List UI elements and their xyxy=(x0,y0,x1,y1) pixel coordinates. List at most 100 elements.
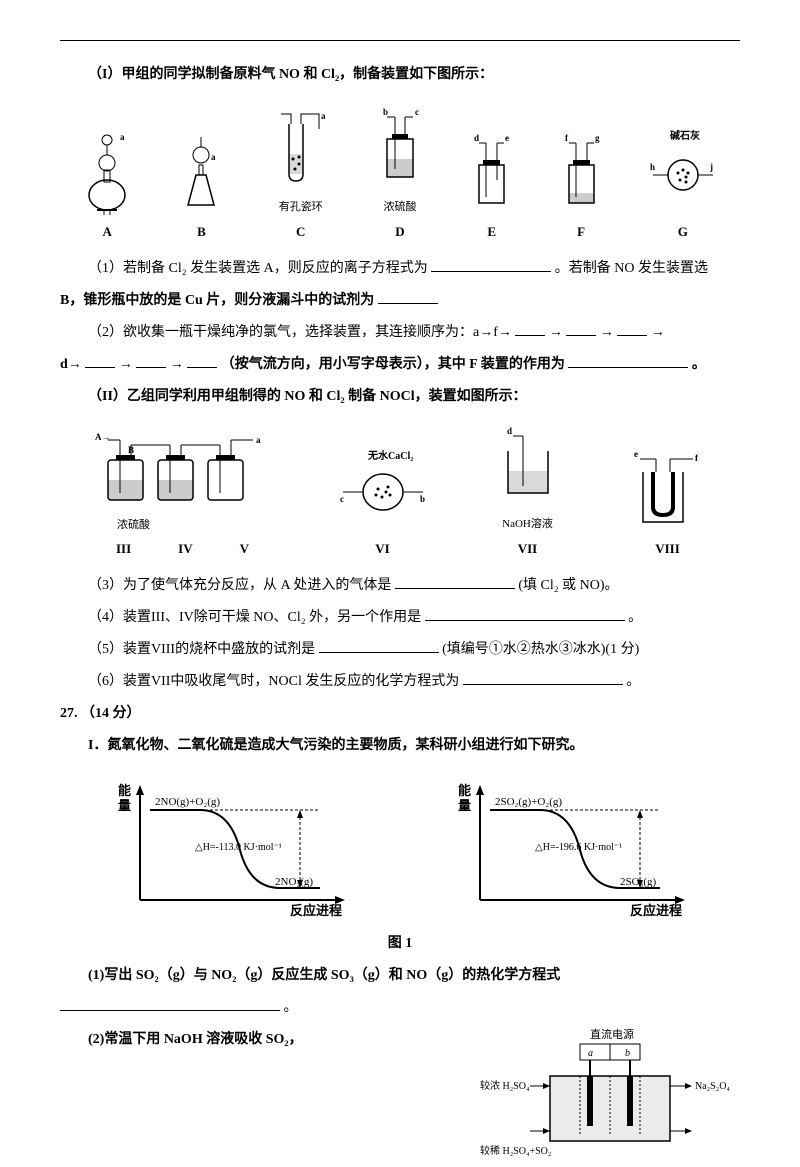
q2-end: 。 xyxy=(692,357,706,372)
svg-text:反应进程: 反应进程 xyxy=(290,903,342,918)
apparatus-D: b c 浓硫酸 D xyxy=(375,99,425,245)
flask-A-icon: a xyxy=(82,125,132,215)
svg-text:能: 能 xyxy=(118,783,131,798)
svg-text:f: f xyxy=(565,133,569,143)
svg-text:d: d xyxy=(507,426,512,436)
apparatus-VIII: e f VIII xyxy=(628,447,708,562)
q1-pre: （1）若制备 Cl₂ 发生装置选 A，则反应的离子方程式为 xyxy=(88,261,428,276)
q1-line2-text: B，锥形瓶中放的是 Cu 片，则分液漏斗中的试剂为 xyxy=(60,293,374,308)
label-G: G xyxy=(678,224,688,239)
svg-text:e: e xyxy=(505,133,509,143)
energy-charts: 能 量 反应进程 2NO(g)+O₂(g) 2NO₂(g) △H=-113.0 … xyxy=(60,770,740,920)
apparatus-C: a 有孔瓷环 C xyxy=(271,99,331,245)
svg-text:a: a xyxy=(211,152,216,162)
q2-mid-1: → xyxy=(549,325,563,340)
page-top-rule xyxy=(60,40,740,41)
label-E: E xyxy=(487,224,496,239)
svg-text:g: g xyxy=(595,133,600,143)
q1-line1: （1）若制备 Cl₂ 发生装置选 A，则反应的离子方程式为 。若制备 NO 发生… xyxy=(60,255,740,283)
q2-mid-4: → xyxy=(119,357,133,372)
section2-intro: （II）乙组同学利用甲组制得的 NO 和 Cl₂ 制备 NOCl，装置如图所示： xyxy=(60,383,740,411)
svg-text:a: a xyxy=(256,435,261,445)
svg-text:无水CaCl₂: 无水CaCl₂ xyxy=(367,449,413,462)
q27-sub1-post: 。 xyxy=(284,1000,298,1015)
bottles-345-icon: A→ B xyxy=(93,425,273,510)
q1-post: 。若制备 NO 发生装置选 xyxy=(555,261,708,276)
svg-text:b: b xyxy=(625,1048,630,1059)
apparatus-G: 碱石灰 h j G xyxy=(648,125,718,245)
chart1-dh: △H=-113.0 KJ·mol⁻¹ xyxy=(195,842,282,853)
q2-blank-2[interactable] xyxy=(566,321,596,336)
apparatus-group-345: A→ B xyxy=(93,425,273,562)
svg-text:量: 量 xyxy=(458,798,471,813)
q2-line2-post: （按气流方向，用小写字母表示），其中 F 装置的作用为 xyxy=(221,357,565,372)
svg-text:b: b xyxy=(420,494,425,504)
q2-blank-6[interactable] xyxy=(187,353,217,368)
label-D-note: 浓硫酸 xyxy=(383,201,416,213)
tube-C-icon: a xyxy=(271,99,331,189)
svg-text:j: j xyxy=(709,162,713,172)
label-IV: IV xyxy=(178,536,192,562)
label-V: V xyxy=(240,536,249,562)
svg-text:较浓 H₂SO₄: 较浓 H₂SO₄ xyxy=(480,1079,530,1092)
svg-text:f: f xyxy=(695,453,699,463)
q1-blank-2[interactable] xyxy=(378,289,438,304)
q2-mid-5: → xyxy=(170,357,184,372)
label-VIII: VIII xyxy=(655,541,680,556)
q27-sub1: (1)写出 SO₂（g）与 NO₂（g）反应生成 SO₃（g）和 NO（g）的热… xyxy=(60,962,740,990)
svg-text:a: a xyxy=(588,1048,593,1059)
utube-VIII-icon: e f xyxy=(628,447,708,532)
q3-blank[interactable] xyxy=(395,574,515,589)
q2-blank-4[interactable] xyxy=(85,353,115,368)
svg-text:a: a xyxy=(321,111,326,121)
bottle-F-icon: f g xyxy=(559,125,604,215)
beaker-VII-icon: d xyxy=(493,421,563,506)
electro-top: 直流电源 xyxy=(590,1027,634,1041)
label-F: F xyxy=(577,224,585,239)
q2-blank-7[interactable] xyxy=(568,353,688,368)
tube-VI-icon: 无水CaCl₂ c b xyxy=(338,447,428,532)
q6-pre: （6）装置VII中吸收尾气时，NOCl 发生反应的化学方程式为 xyxy=(88,674,459,689)
q2-pre: （2）欲收集一瓶干燥纯净的氯气，选择装置，其连接顺序为：a→f→ xyxy=(88,325,512,340)
electrolysis-icon: 直流电源 a b 较浓 H₂SO₄ Na₂S₂O₄ 较稀 H₂SO₄+SO₂ xyxy=(480,1026,740,1156)
q2-blank-3[interactable] xyxy=(617,321,647,336)
apparatus-F: f g F xyxy=(559,125,604,245)
q4-pre: （4）装置III、IV除可干燥 NO、Cl₂ 外，另一个作用是 xyxy=(88,610,421,625)
svg-text:Na₂S₂O₄: Na₂S₂O₄ xyxy=(695,1081,730,1092)
section1-intro: （I）甲组的同学拟制备原料气 NO 和 Cl₂，制备装置如下图所示： xyxy=(60,61,740,89)
q27-sub1-blank-line: 。 xyxy=(60,994,740,1022)
label-A: A xyxy=(102,224,111,239)
svg-text:h: h xyxy=(650,162,655,172)
q2-mid-2: → xyxy=(600,325,614,340)
q5-post: (填编号①水②热水③冰水)(1 分) xyxy=(442,642,639,657)
q5-blank[interactable] xyxy=(319,638,439,653)
energy-chart-1: 能 量 反应进程 2NO(g)+O₂(g) 2NO₂(g) △H=-113.0 … xyxy=(100,770,360,920)
q4-blank[interactable] xyxy=(425,606,625,621)
bottle-E-icon: d e xyxy=(469,125,514,215)
q6-post: 。 xyxy=(626,674,640,689)
q2-line2: d→ → → （按气流方向，用小写字母表示），其中 F 装置的作用为 。 xyxy=(60,351,740,379)
q2-line1: （2）欲收集一瓶干燥纯净的氯气，选择装置，其连接顺序为：a→f→ → → → xyxy=(60,319,740,347)
apparatus-B: a B xyxy=(176,125,226,245)
svg-text:b: b xyxy=(383,107,388,117)
q3: （3）为了使气体充分反应，从 A 处进入的气体是 (填 Cl₂ 或 NO)。 xyxy=(60,572,740,600)
q2-blank-1[interactable] xyxy=(515,321,545,336)
q2-blank-5[interactable] xyxy=(136,353,166,368)
bottle-D-icon: b c xyxy=(375,99,425,189)
svg-text:量: 量 xyxy=(118,798,131,813)
label-VII-note: NaOH溶液 xyxy=(502,518,553,530)
q6-blank[interactable] xyxy=(463,670,623,685)
label-G-note: 碱石灰 xyxy=(670,129,700,142)
svg-text:较稀 H₂SO₄+SO₂: 较稀 H₂SO₄+SO₂ xyxy=(480,1144,551,1156)
chart2-dh: △H=-196.6 KJ·mol⁻¹ xyxy=(535,842,622,853)
label-III-note: 浓硫酸 xyxy=(117,514,150,536)
q5-pre: （5）装置VIII的烧杯中盛放的试剂是 xyxy=(88,642,315,657)
label-B: B xyxy=(197,224,206,239)
svg-text:e: e xyxy=(634,449,638,459)
q1-line2: B，锥形瓶中放的是 Cu 片，则分液漏斗中的试剂为 xyxy=(60,287,740,315)
q6: （6）装置VII中吸收尾气时，NOCl 发生反应的化学方程式为 。 xyxy=(60,668,740,696)
q27-sub1-pre: (1)写出 SO₂（g）与 NO₂（g）反应生成 SO₃（g）和 NO（g）的热… xyxy=(88,968,560,983)
q1-blank-1[interactable] xyxy=(431,257,551,272)
label-VI: VI xyxy=(375,541,389,556)
q27-sub1-blank[interactable] xyxy=(60,996,280,1011)
